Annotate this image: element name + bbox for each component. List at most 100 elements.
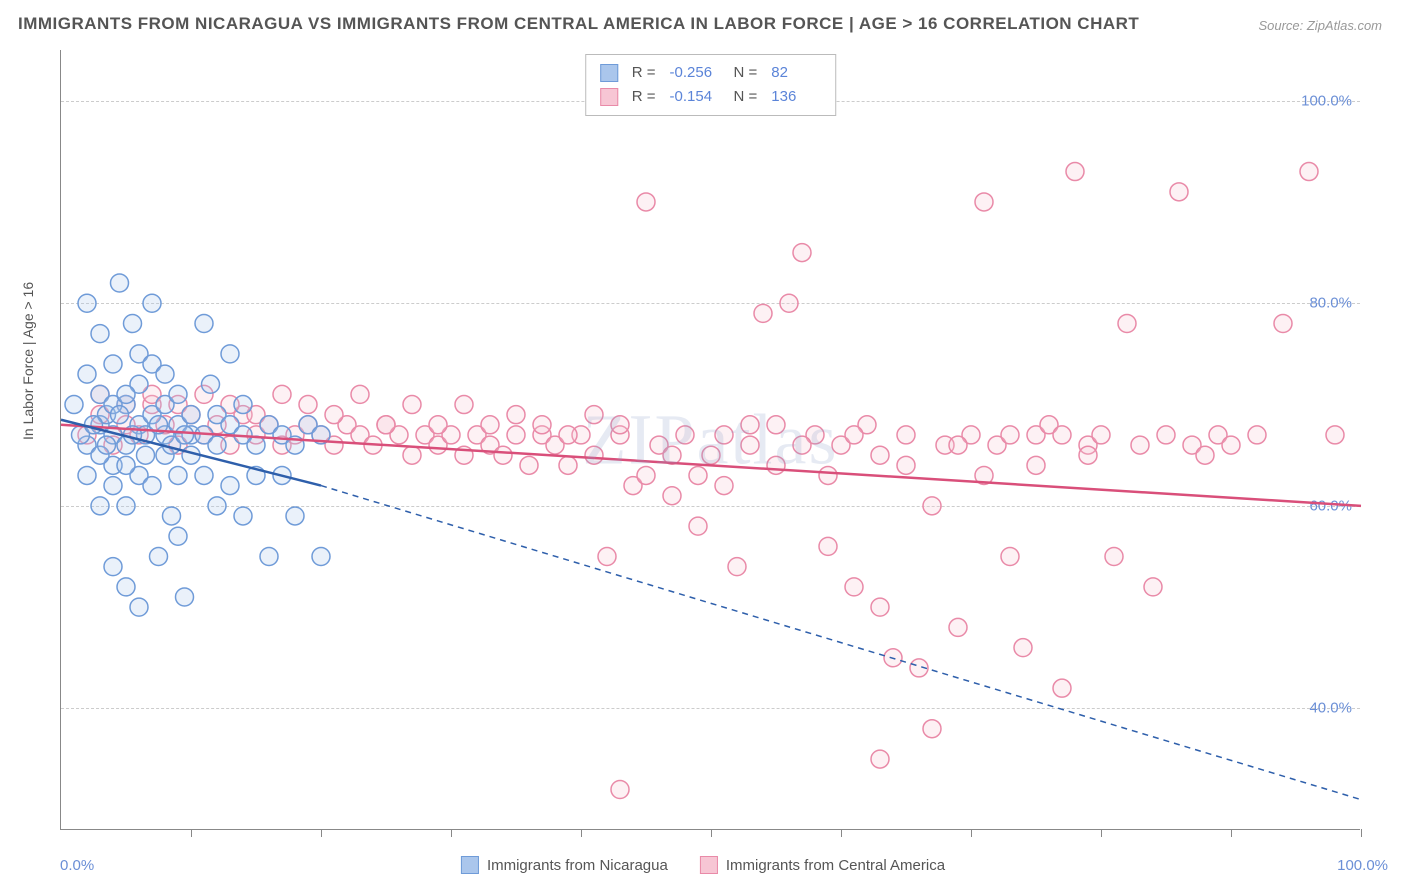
data-point: [202, 375, 220, 393]
data-point: [1196, 446, 1214, 464]
data-point: [377, 416, 395, 434]
data-point: [598, 547, 616, 565]
plot-area: 40.0%60.0%80.0%100.0% ZIPatlas R =-0.256…: [60, 50, 1360, 830]
legend-swatch: [700, 856, 718, 874]
scatter-chart-svg: [61, 50, 1360, 829]
data-point: [585, 446, 603, 464]
data-point: [1001, 426, 1019, 444]
series-swatch: [600, 88, 618, 106]
data-point: [481, 416, 499, 434]
data-point: [754, 304, 772, 322]
data-point: [104, 558, 122, 576]
data-point: [325, 406, 343, 424]
data-point: [169, 527, 187, 545]
data-point: [871, 750, 889, 768]
data-point: [975, 193, 993, 211]
data-point: [1014, 639, 1032, 657]
data-point: [169, 385, 187, 403]
data-point: [403, 446, 421, 464]
data-point: [494, 446, 512, 464]
data-point: [949, 618, 967, 636]
data-point: [286, 507, 304, 525]
data-point: [715, 426, 733, 444]
data-point: [1066, 163, 1084, 181]
x-axis-end-label: 100.0%: [1337, 857, 1388, 874]
stats-row: R =-0.256N =82: [600, 61, 822, 85]
data-point: [689, 466, 707, 484]
x-tick: [1101, 829, 1102, 837]
x-tick: [581, 829, 582, 837]
stat-r-value: -0.154: [670, 85, 720, 109]
data-point: [520, 456, 538, 474]
data-point: [676, 426, 694, 444]
legend-item: Immigrants from Nicaragua: [461, 856, 668, 874]
data-point: [182, 406, 200, 424]
data-point: [611, 780, 629, 798]
data-point: [143, 294, 161, 312]
data-point: [1170, 183, 1188, 201]
data-point: [793, 436, 811, 454]
data-point: [156, 365, 174, 383]
data-point: [351, 385, 369, 403]
stats-row: R =-0.154N =136: [600, 85, 822, 109]
data-point: [1053, 426, 1071, 444]
correlation-stats-box: R =-0.256N =82R =-0.154N =136: [585, 54, 837, 116]
data-point: [1222, 436, 1240, 454]
data-point: [91, 325, 109, 343]
data-point: [117, 385, 135, 403]
data-point: [117, 456, 135, 474]
data-point: [923, 497, 941, 515]
data-point: [195, 315, 213, 333]
data-point: [923, 720, 941, 738]
data-point: [559, 456, 577, 474]
data-point: [1079, 446, 1097, 464]
data-point: [819, 466, 837, 484]
data-point: [533, 416, 551, 434]
data-point: [234, 396, 252, 414]
chart-title: IMMIGRANTS FROM NICARAGUA VS IMMIGRANTS …: [18, 14, 1139, 34]
source-attribution: Source: ZipAtlas.com: [1258, 18, 1382, 33]
data-point: [559, 426, 577, 444]
data-point: [741, 416, 759, 434]
data-point: [117, 497, 135, 515]
data-point: [663, 487, 681, 505]
data-point: [1092, 426, 1110, 444]
data-point: [137, 446, 155, 464]
series-swatch: [600, 64, 618, 82]
data-point: [78, 294, 96, 312]
data-point: [111, 274, 129, 292]
data-point: [163, 507, 181, 525]
x-tick: [451, 829, 452, 837]
data-point: [273, 385, 291, 403]
data-point: [208, 436, 226, 454]
data-point: [299, 396, 317, 414]
x-tick: [971, 829, 972, 837]
data-point: [1131, 436, 1149, 454]
stat-n-value: 82: [771, 61, 821, 85]
legend-item: Immigrants from Central America: [700, 856, 945, 874]
legend-label: Immigrants from Nicaragua: [487, 857, 668, 874]
data-point: [1300, 163, 1318, 181]
data-point: [65, 396, 83, 414]
data-point: [169, 466, 187, 484]
data-point: [85, 416, 103, 434]
x-axis-start-label: 0.0%: [60, 857, 94, 874]
x-tick: [1231, 829, 1232, 837]
stat-r-label: R =: [632, 85, 656, 109]
data-point: [150, 547, 168, 565]
stat-r-label: R =: [632, 61, 656, 85]
data-point: [819, 537, 837, 555]
data-point: [767, 456, 785, 474]
data-point: [176, 588, 194, 606]
x-tick: [841, 829, 842, 837]
stat-n-value: 136: [771, 85, 821, 109]
data-point: [585, 406, 603, 424]
data-point: [741, 436, 759, 454]
data-point: [221, 345, 239, 363]
data-point: [845, 578, 863, 596]
data-point: [897, 426, 915, 444]
data-point: [767, 416, 785, 434]
y-axis-label: In Labor Force | Age > 16: [20, 282, 36, 440]
x-tick: [191, 829, 192, 837]
data-point: [260, 547, 278, 565]
